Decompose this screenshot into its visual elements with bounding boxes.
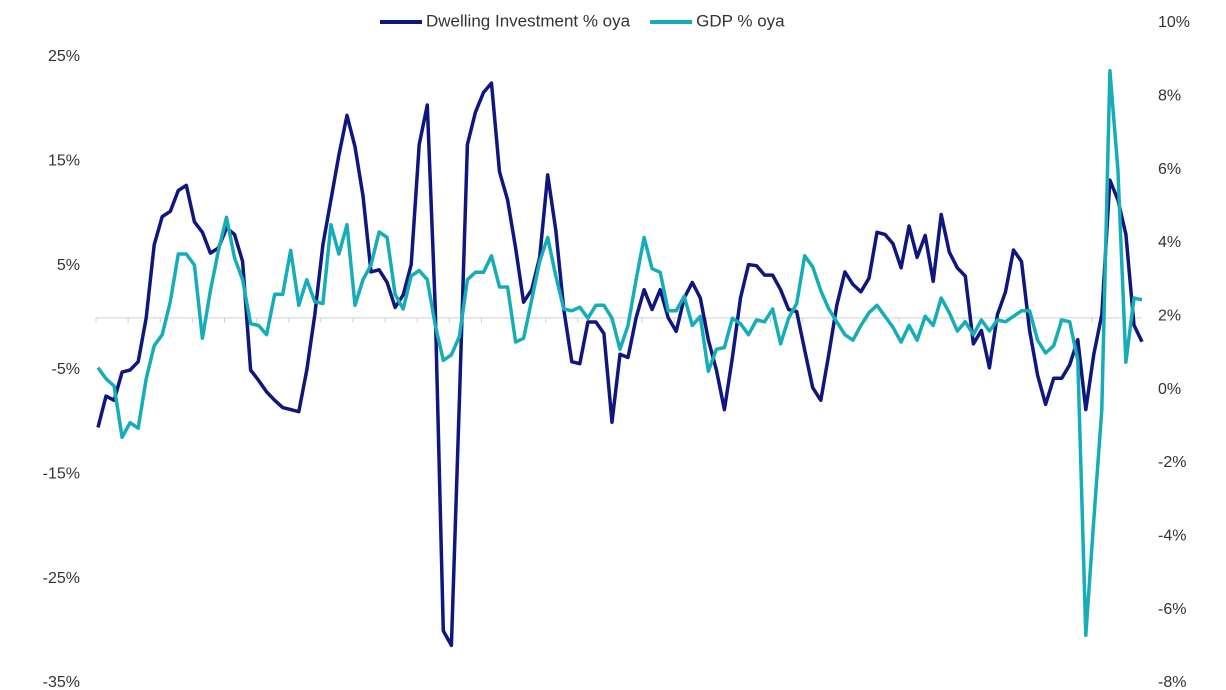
y2-tick-label: 0% [1158, 381, 1181, 398]
y-tick-label: -35% [43, 674, 80, 690]
y2-tick-label: -2% [1158, 454, 1186, 471]
series-line [96, 81, 1144, 648]
y2-tick-label: 10% [1158, 14, 1190, 31]
y-tick-label: -15% [43, 466, 80, 483]
series-line [96, 68, 1143, 638]
y-tick-label: -5% [52, 361, 80, 378]
y2-tick-label: 4% [1158, 234, 1181, 251]
legend-label: Dwelling Investment % oya [426, 11, 631, 30]
y2-tick-label: -8% [1158, 674, 1186, 690]
y2-tick-label: 6% [1158, 161, 1181, 178]
y-tick-label: 5% [57, 257, 80, 274]
y-tick-label: 15% [48, 153, 80, 170]
y2-tick-label: 8% [1158, 88, 1181, 105]
y-tick-label: 25% [48, 48, 80, 65]
legend: Dwelling Investment % oya GDP % oya [380, 11, 785, 30]
y2-tick-label: -6% [1158, 601, 1186, 618]
y2-tick-label: 2% [1158, 308, 1181, 325]
y2-tick-label: -4% [1158, 528, 1186, 545]
y-tick-label: -25% [43, 570, 80, 587]
legend-label: GDP % oya [696, 11, 785, 30]
